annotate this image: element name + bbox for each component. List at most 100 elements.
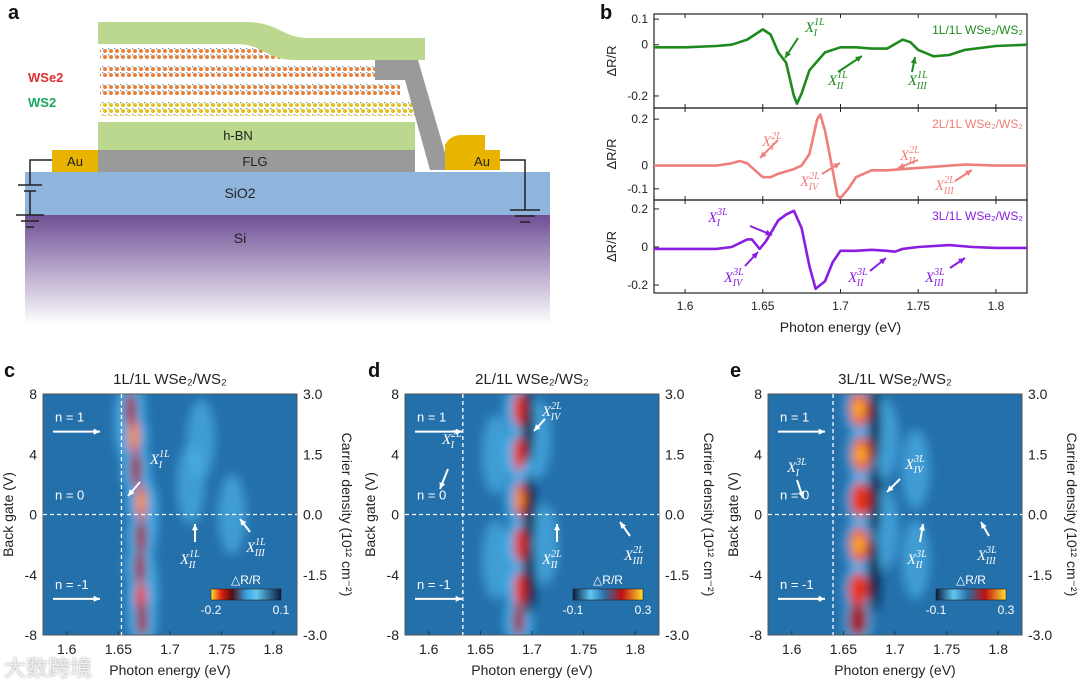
heatmap-ridge bbox=[847, 601, 868, 635]
heatmap-halo bbox=[481, 414, 510, 495]
colorbar bbox=[210, 588, 282, 601]
y-tick-label: 8 bbox=[391, 386, 399, 402]
heatmap-peak bbox=[852, 399, 865, 420]
arrow-head bbox=[855, 56, 862, 63]
y-tick-label: -0.2 bbox=[627, 89, 648, 103]
y-tick-label: -8 bbox=[750, 627, 763, 643]
heatmap-halo bbox=[901, 429, 930, 510]
y-tick-label: 0 bbox=[641, 38, 648, 52]
exciton-arrow bbox=[553, 524, 561, 542]
exciton-label: X3L III bbox=[976, 545, 997, 567]
colorbar-min: -0.2 bbox=[201, 603, 222, 617]
filling-label: n = 1 bbox=[55, 410, 84, 425]
y-tick-label: 4 bbox=[29, 446, 37, 462]
exciton-label: X1L III bbox=[907, 70, 928, 92]
sio2-label: SiO2 bbox=[224, 185, 255, 201]
y-tick-label: -0.1 bbox=[627, 182, 648, 196]
series-line bbox=[654, 209, 1027, 291]
filling-arrow bbox=[415, 595, 462, 602]
panel-title: 2L/1L WSe₂/WS₂ bbox=[475, 371, 589, 388]
y-tick-label: -0.2 bbox=[627, 278, 648, 292]
y2-tick-label: -1.5 bbox=[665, 567, 689, 583]
exciton-arrow bbox=[949, 257, 966, 269]
x-tick-label: 1.65 bbox=[830, 641, 857, 657]
heatmap-halo bbox=[530, 504, 559, 585]
flg-contact bbox=[375, 60, 450, 170]
y-tick-label: 0 bbox=[29, 507, 37, 523]
au-left-contact bbox=[52, 150, 98, 172]
heatmap-dark-band bbox=[522, 534, 535, 615]
y2-tick-label: 3.0 bbox=[303, 386, 323, 402]
heatmap-peak bbox=[516, 489, 523, 510]
y-tick-label: -4 bbox=[750, 567, 763, 583]
arrow-head bbox=[93, 428, 100, 435]
y-tick-label: 0.1 bbox=[631, 12, 648, 26]
panel-label-d: d bbox=[368, 360, 381, 382]
exciton-label: X1L III bbox=[245, 537, 266, 559]
arrow-head bbox=[887, 485, 894, 492]
x-tick-label: 1.8 bbox=[264, 641, 284, 657]
arrow-head bbox=[128, 489, 135, 496]
y-tick-label: 0 bbox=[641, 159, 648, 173]
filling-label: n = 1 bbox=[417, 410, 446, 425]
heatmap-ridge bbox=[513, 571, 526, 608]
heatmap-peak bbox=[852, 534, 865, 555]
arrow-head bbox=[191, 524, 199, 531]
x-axis-label: Photon energy (eV) bbox=[834, 662, 955, 678]
exciton-label: X3L II bbox=[906, 549, 927, 571]
colorbar-label: △R/R bbox=[593, 573, 623, 587]
arrow-head bbox=[818, 428, 825, 435]
hbn-top bbox=[98, 22, 425, 60]
exciton-arrow bbox=[869, 257, 887, 272]
x-tick-label: 1.7 bbox=[885, 641, 905, 657]
panel-title: 3L/1L WSe₂/WS₂ bbox=[838, 371, 952, 388]
x-tick-label: 1.8 bbox=[626, 641, 646, 657]
arrow-head bbox=[898, 162, 905, 169]
hbn-label: h-BN bbox=[223, 128, 253, 143]
heatmap-dark-band bbox=[522, 474, 535, 555]
device-schematic: WSe2 WS2 h-BN FLG Au Au SiO2 Si bbox=[16, 22, 550, 325]
exciton-arrow bbox=[744, 251, 759, 267]
exciton-label: X2L IV bbox=[799, 171, 820, 193]
y-tick-label: 0 bbox=[641, 240, 648, 254]
exciton-label: X2L III bbox=[623, 545, 644, 567]
heatmap-features bbox=[843, 394, 930, 635]
filling-arrow bbox=[53, 595, 100, 602]
panel-label-a: a bbox=[8, 2, 20, 24]
flg-label: FLG bbox=[242, 154, 267, 169]
si-label: Si bbox=[234, 230, 246, 246]
arrow-head bbox=[534, 424, 541, 431]
panel-label-e: e bbox=[730, 360, 742, 382]
y-tick-label: 4 bbox=[391, 446, 399, 462]
exciton-label: X1L I bbox=[804, 17, 825, 39]
heatmap-dark-band bbox=[868, 459, 881, 540]
arrow-head bbox=[918, 524, 925, 531]
exciton-arrow bbox=[439, 468, 449, 490]
filling-label: n = -1 bbox=[417, 577, 451, 592]
heatmap-features bbox=[114, 394, 246, 635]
filling-label: n = -1 bbox=[780, 577, 814, 592]
heatmap-ridge bbox=[512, 601, 525, 635]
y2-tick-label: 1.5 bbox=[665, 446, 685, 462]
panel-b-line-plots: 0.1 0 -0.2 ΔR/R 1L/1L WSe₂/WS₂ X1L I X1L II X1L II… bbox=[604, 12, 1028, 335]
y2-tick-label: -1.5 bbox=[1028, 567, 1052, 583]
heatmap-ridge bbox=[135, 519, 148, 556]
heatmap-ridge bbox=[512, 394, 525, 428]
heatmap-halo bbox=[176, 444, 205, 525]
heatmap-peak bbox=[854, 444, 867, 465]
exciton-label: X3L I bbox=[707, 207, 728, 229]
x-tick-label: 1.6 bbox=[419, 641, 439, 657]
colorbar bbox=[935, 588, 1007, 601]
filling-arrow bbox=[53, 428, 100, 435]
arrow-head bbox=[833, 163, 840, 169]
series-line bbox=[654, 113, 1027, 200]
au-right-contact bbox=[445, 135, 500, 170]
y2-axis-label: Carrier density (10¹² cm⁻²) bbox=[701, 433, 717, 597]
exciton-label: X3L I bbox=[786, 457, 807, 479]
exciton-label: X3L III bbox=[924, 267, 945, 289]
si-substrate bbox=[25, 215, 550, 325]
exciton-label: X1L II bbox=[827, 70, 848, 92]
panel-c-heatmap: 1.6 1.65 1.7 1.75 1.8 8 3.0 4 1.5 0 0.0 -4 -1.5 -8 -3.… bbox=[0, 371, 355, 678]
heatmap-ridge bbox=[513, 526, 526, 563]
exciton-arrow bbox=[796, 479, 804, 499]
